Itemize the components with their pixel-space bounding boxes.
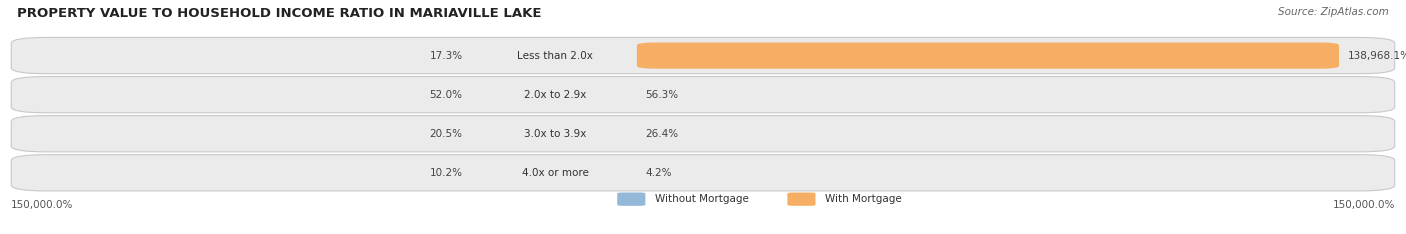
Text: 138,968.1%: 138,968.1% [1347, 51, 1406, 61]
Text: Source: ZipAtlas.com: Source: ZipAtlas.com [1278, 7, 1389, 17]
Text: 56.3%: 56.3% [645, 90, 679, 100]
Text: 150,000.0%: 150,000.0% [11, 200, 73, 210]
FancyBboxPatch shape [11, 116, 1395, 152]
Text: 4.0x or more: 4.0x or more [522, 168, 589, 178]
FancyBboxPatch shape [11, 37, 1395, 74]
Text: 4.2%: 4.2% [645, 168, 672, 178]
FancyBboxPatch shape [11, 77, 1395, 113]
Text: 10.2%: 10.2% [430, 168, 463, 178]
Text: Without Mortgage: Without Mortgage [655, 194, 749, 204]
FancyBboxPatch shape [637, 43, 1339, 69]
FancyBboxPatch shape [787, 192, 815, 206]
Text: PROPERTY VALUE TO HOUSEHOLD INCOME RATIO IN MARIAVILLE LAKE: PROPERTY VALUE TO HOUSEHOLD INCOME RATIO… [17, 7, 541, 20]
Text: Less than 2.0x: Less than 2.0x [517, 51, 593, 61]
Text: 2.0x to 2.9x: 2.0x to 2.9x [524, 90, 586, 100]
Text: 3.0x to 3.9x: 3.0x to 3.9x [524, 129, 586, 139]
FancyBboxPatch shape [617, 192, 645, 206]
Text: 52.0%: 52.0% [429, 90, 463, 100]
Text: 17.3%: 17.3% [429, 51, 463, 61]
FancyBboxPatch shape [11, 155, 1395, 191]
Text: With Mortgage: With Mortgage [825, 194, 903, 204]
Text: 26.4%: 26.4% [645, 129, 679, 139]
Text: 20.5%: 20.5% [429, 129, 463, 139]
Text: 150,000.0%: 150,000.0% [1333, 200, 1395, 210]
